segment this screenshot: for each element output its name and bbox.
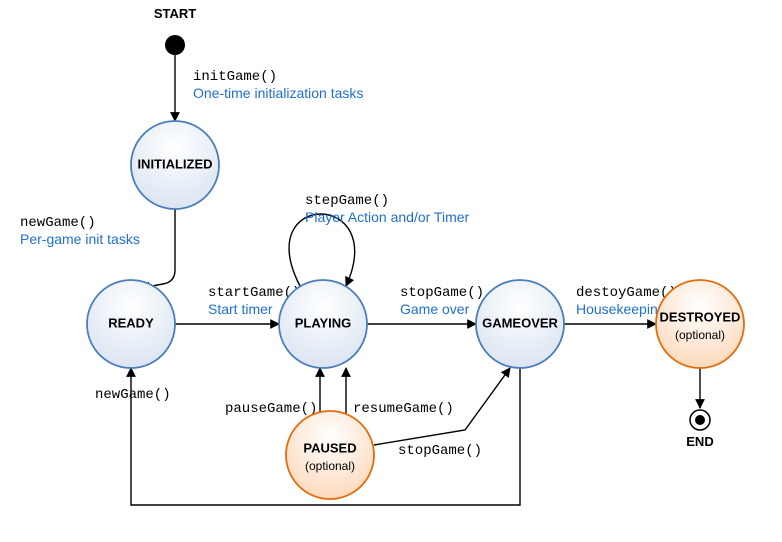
edge-desc-e_play_over: Game over	[400, 301, 470, 317]
node-label-playing: PLAYING	[295, 315, 352, 330]
state-diagram: initGame()One-time initialization tasks n…	[0, 0, 782, 542]
start-node	[165, 35, 185, 55]
edge-label-e_over_ready: newGame()	[95, 387, 171, 403]
edge-label-e_init_ready: newGame()	[20, 215, 96, 231]
edge-label-e_pause_play: resumeGame()	[353, 401, 454, 417]
edge-label-e_pause_over: stopGame()	[398, 443, 482, 459]
node-label-destroyed: DESTROYED	[660, 309, 741, 324]
edge-label-e_over_dest: destoyGame()	[576, 285, 677, 301]
node-label-gameover: GAMEOVER	[482, 315, 558, 330]
edge-desc-e_ready_play: Start timer	[208, 301, 273, 317]
canvas-bg	[0, 0, 782, 542]
edge-desc-e_start_init: One-time initialization tasks	[193, 85, 363, 101]
edge-label-e_start_init: initGame()	[193, 69, 277, 85]
node-label-paused: PAUSED	[303, 440, 356, 455]
node-sublabel-paused: (optional)	[305, 459, 355, 473]
edge-desc-e_play_self: Player Action and/or Timer	[305, 209, 470, 225]
edge-label-e_play_pause: pauseGame()	[225, 401, 317, 417]
edge-label-e_play_self: stepGame()	[305, 193, 389, 209]
edge-desc-e_over_dest: Housekeeping	[576, 301, 666, 317]
end-node-dot	[695, 415, 705, 425]
node-label-initialized: INITIALIZED	[137, 156, 212, 171]
end-label: END	[686, 434, 713, 449]
edge-label-e_play_over: stopGame()	[400, 285, 484, 301]
edge-desc-e_init_ready: Per-game init tasks	[20, 231, 140, 247]
start-label: START	[154, 6, 196, 21]
node-label-ready: READY	[108, 315, 154, 330]
node-sublabel-destroyed: (optional)	[675, 328, 725, 342]
